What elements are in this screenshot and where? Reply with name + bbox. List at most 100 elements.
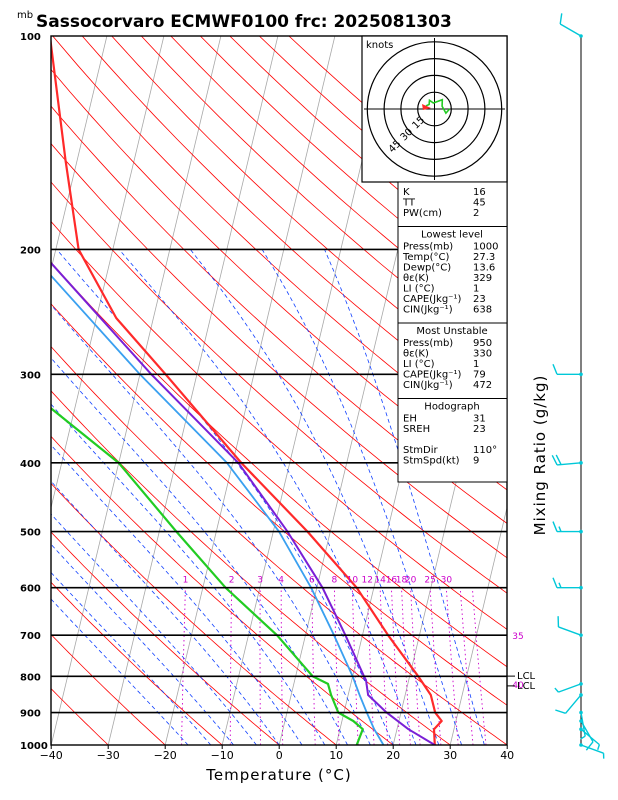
moist-adiabat-line	[51, 571, 212, 745]
table-row-label: CAPE(Jkg⁻¹)	[403, 294, 461, 305]
pressure-tick-label: 900	[20, 709, 41, 720]
wind-barb	[559, 13, 582, 37]
table-row-label: Temp(°C)	[402, 252, 450, 263]
wind-barb-flag	[557, 616, 560, 627]
x-tick-label: 40	[500, 749, 514, 762]
mixing-ratio-line	[445, 587, 459, 745]
isotherm-line	[506, 744, 507, 745]
table-row-value: 330	[473, 349, 492, 360]
wind-barb-staff	[558, 683, 582, 693]
dry-adiabat-line	[51, 143, 507, 559]
wind-barb	[555, 694, 582, 715]
wind-barb-staff	[580, 712, 586, 737]
table-row-label: K	[403, 187, 410, 198]
pressure-tick-label: 200	[20, 245, 41, 256]
wind-barb-half-flag	[554, 687, 559, 693]
table-row-label: SREH	[403, 424, 430, 435]
mixing-ratio-label: 16	[386, 576, 398, 586]
table-row-label: EH	[403, 414, 417, 425]
lcl-label: LCL	[517, 671, 536, 682]
x-tick-label: 20	[386, 749, 400, 762]
wind-barb	[551, 454, 582, 466]
wind-barb-flag	[551, 455, 558, 466]
wind-barb	[557, 616, 582, 636]
table-row-value: 23	[473, 294, 486, 305]
mixing-ratio-label: 4	[278, 576, 284, 586]
table-row-label: TT	[402, 198, 416, 209]
mixing-ratio-label: 3	[257, 576, 263, 586]
hodograph-unit-label: knots	[366, 40, 393, 51]
dry-adiabat-line	[51, 303, 507, 706]
wind-barb-flag	[559, 13, 563, 25]
mixing-ratio-line	[181, 587, 186, 745]
wind-barb-flag	[552, 521, 558, 532]
table-row-label: Dewp(°C)	[403, 263, 451, 274]
table-row-value: 110°	[473, 445, 497, 456]
wind-barb	[554, 683, 582, 693]
table-row-label: Press(mb)	[403, 338, 453, 349]
x-tick-label: 10	[329, 749, 343, 762]
wind-barb-half-flag	[580, 735, 586, 740]
pressure-tick-label: 700	[20, 631, 41, 642]
table-row-value: 16	[473, 187, 486, 198]
table-row-label: Press(mb)	[403, 242, 453, 253]
table-heading: Hodograph	[424, 402, 479, 413]
table-row-label: θε(K)	[403, 349, 429, 360]
dry-adiabat-line	[51, 261, 507, 668]
isotherm-line	[51, 36, 108, 272]
isotherm-line	[449, 505, 507, 745]
pressure-tick-label: 500	[20, 528, 41, 539]
dry-adiabat-line	[51, 345, 507, 745]
x-tick-label: −30	[97, 749, 120, 762]
table-heading: Most Unstable	[416, 326, 487, 337]
x-tick-label: −20	[154, 749, 177, 762]
table-row-label: θε(K)	[403, 273, 429, 284]
table-row-value: 79	[473, 370, 486, 381]
dry-adiabat-line	[51, 105, 507, 524]
dry-adiabat-line	[51, 68, 507, 491]
table-row-value: 9	[473, 456, 479, 467]
table-row-value: 1000	[473, 242, 498, 253]
dewpoint-profile-line	[51, 406, 364, 745]
wind-barb-half-flag	[602, 753, 605, 759]
table-row-value: 638	[473, 305, 492, 316]
wind-barb-flag	[552, 364, 558, 375]
wind-barb-half-flag	[558, 582, 562, 588]
dry-adiabat-line	[51, 633, 166, 745]
table-row-value: 1	[473, 284, 479, 295]
dry-adiabat-line	[51, 220, 507, 630]
isotherm-line	[51, 36, 222, 745]
isotherm-line	[107, 36, 279, 745]
x-axis-title: Temperature (°C)	[205, 766, 351, 784]
wind-barb-half-flag	[558, 526, 562, 532]
dry-adiabat-line	[52, 36, 507, 458]
mixing-ratio-label: 1	[183, 576, 189, 586]
wind-barb-flag	[552, 577, 558, 588]
mixing-ratio-label: 40	[512, 681, 524, 691]
pressure-tick-label: 100	[20, 32, 41, 43]
mixing-ratio-label: 30	[441, 576, 453, 586]
table-row-label: StmSpd(kt)	[403, 456, 460, 467]
wind-barb-staff	[565, 694, 582, 714]
table-row-value: 950	[473, 338, 492, 349]
isotherm-line	[51, 36, 165, 510]
table-row-value: 472	[473, 380, 492, 391]
dry-adiabat-line	[51, 181, 507, 594]
isotherm-line	[564, 36, 618, 745]
mixing-ratio-line	[459, 587, 474, 745]
mixing-ratio-label: 2	[229, 576, 235, 586]
storm-motion-marker	[422, 104, 431, 110]
dry-adiabat-line	[51, 482, 337, 745]
mixing-ratio-line	[311, 587, 316, 745]
dry-adiabat-line	[81, 36, 507, 426]
pressure-tick-label: 600	[20, 584, 41, 595]
pressure-tick-label: 300	[20, 370, 41, 381]
wind-barb-flag	[585, 741, 594, 751]
moist-adiabat-line	[51, 304, 371, 745]
wind-barb-flag	[555, 454, 562, 465]
table-row-label: LI (°C)	[403, 359, 435, 370]
pressure-tick-label: 1000	[20, 741, 48, 752]
